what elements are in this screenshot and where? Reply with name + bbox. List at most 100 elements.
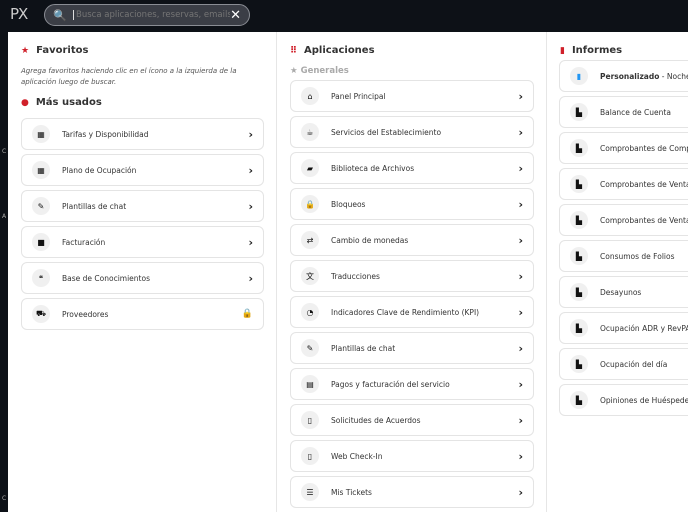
most-used-heading: ● Más usados [21, 97, 102, 108]
custom-report-detail: - Noches por [661, 71, 688, 81]
chevron-right-icon: › [518, 233, 523, 247]
list-item[interactable]: ▙ Comprobantes de Venta Fisca [559, 204, 688, 236]
chevron-right-icon: › [518, 125, 523, 139]
file-icon: ▙ [570, 319, 588, 337]
chevron-right-icon: › [518, 305, 523, 319]
list-item[interactable]: ⌂ Panel Principal › [290, 80, 534, 112]
item-label: Facturación [62, 237, 106, 247]
lock-icon: 🔒 [241, 309, 253, 319]
item-label: Opiniones de Huéspedes [600, 395, 688, 405]
item-label: Plano de Ocupación [62, 165, 137, 175]
list-item[interactable]: 🔒 Bloqueos › [290, 188, 534, 220]
chevron-right-icon: › [248, 199, 253, 213]
item-label: Panel Principal [331, 91, 386, 101]
list-item[interactable]: ▙ Desayunos [559, 276, 688, 308]
list-item[interactable]: ◔ Indicadores Clave de Rendimiento (KPI) › [290, 296, 534, 328]
list-icon: ☰ [301, 483, 319, 501]
favorites-heading: ★ Favoritos [21, 45, 88, 56]
file-icon: ▙ [570, 211, 588, 229]
list-item[interactable]: ▙ Balance de Cuenta [559, 96, 688, 128]
item-label: Mis Tickets [331, 487, 372, 497]
search-icon: 🔍 [53, 8, 67, 22]
reports-column: ▮ Informes ▮ Personalizado - Noches por ▙… [547, 32, 688, 512]
list-item[interactable]: ☰ Mis Tickets › [290, 476, 534, 508]
list-item[interactable]: ❝ Base de Conocimientos › [21, 262, 264, 294]
close-icon[interactable]: ✕ [230, 7, 241, 23]
custom-report-label: Personalizado [600, 71, 660, 81]
list-item[interactable]: ▯ Solicitudes de Acuerdos › [290, 404, 534, 436]
favorites-column: ★ Favoritos Agrega favoritos haciendo cli… [8, 32, 277, 512]
group-title: Generales [300, 66, 349, 76]
truck-icon: ⛟ [32, 305, 50, 323]
item-label: Cambio de monedas [331, 235, 409, 245]
search-input[interactable] [73, 10, 231, 20]
list-item[interactable]: ▦ Plano de Ocupación › [21, 154, 264, 186]
list-item[interactable]: ■ Facturación › [21, 226, 264, 258]
grid-icon: ⠿ [290, 45, 298, 56]
reports-title: Informes [571, 45, 623, 56]
background-text: A [2, 213, 7, 220]
mobile-icon: ▯ [301, 447, 319, 465]
list-item[interactable]: ▙ Opiniones de Huéspedes [559, 384, 688, 416]
logo[interactable]: PX [10, 5, 28, 23]
list-item[interactable]: ▤ Pagos y facturación del servicio › [290, 368, 534, 400]
chevron-right-icon: › [248, 127, 253, 141]
report-item-custom[interactable]: ▮ Personalizado - Noches por [559, 60, 688, 92]
report-icon: ▮ [560, 45, 565, 56]
clock-icon: ● [21, 97, 29, 108]
document-icon: ▯ [301, 411, 319, 429]
chevron-right-icon: › [518, 413, 523, 427]
item-label: Web Check-In [331, 451, 383, 461]
item-label: Comprobantes de Venta Fisca [600, 215, 688, 225]
item-label: Servicios del Establecimiento [331, 127, 442, 137]
item-label: Base de Conocimientos [62, 273, 150, 283]
item-label: Ocupación ADR y RevPAR (re [600, 323, 688, 333]
list-item[interactable]: 文 Traducciones › [290, 260, 534, 292]
applications-column: ⠿ Aplicaciones ★ Generales ⌂ Panel Princip… [277, 32, 547, 512]
file-icon: ▙ [570, 247, 588, 265]
list-item[interactable]: ▰ Biblioteca de Archivos › [290, 152, 534, 184]
square-icon: ■ [32, 233, 50, 251]
item-label: Comprobantes de Venta [600, 179, 688, 189]
list-item[interactable]: ⛟ Proveedores 🔒 [21, 298, 264, 330]
background-text: C [2, 148, 7, 155]
chevron-right-icon: › [248, 271, 253, 285]
chevron-right-icon: › [518, 89, 523, 103]
chat-icon: ❝ [32, 269, 50, 287]
search-results-panel: ★ Favoritos Agrega favoritos haciendo cli… [8, 32, 688, 512]
money-icon: ▤ [301, 375, 319, 393]
list-item[interactable]: ☕ Servicios del Establecimiento › [290, 116, 534, 148]
favorites-title: Favoritos [36, 45, 89, 56]
gauge-icon: ◔ [301, 303, 319, 321]
list-item[interactable]: ▙ Ocupación ADR y RevPAR (re [559, 312, 688, 344]
list-item[interactable]: ✎ Plantillas de chat › [290, 332, 534, 364]
home-icon: ⌂ [301, 87, 319, 105]
background-text: C [2, 495, 7, 502]
file-icon: ▙ [570, 391, 588, 409]
calendar-icon: ▦ [32, 161, 50, 179]
item-label: Indicadores Clave de Rendimiento (KPI) [331, 307, 480, 317]
favorites-hint: Agrega favoritos haciendo clic en el íco… [21, 67, 237, 86]
file-icon: ▙ [570, 283, 588, 301]
list-item[interactable]: ▦ Tarifas y Disponibilidad › [21, 118, 264, 150]
exchange-icon: ⇄ [301, 231, 319, 249]
search-bar[interactable]: 🔍 ✕ [44, 4, 250, 26]
list-item[interactable]: ✎ Plantillas de chat › [21, 190, 264, 222]
most-used-title: Más usados [35, 97, 102, 108]
list-item[interactable]: ⇄ Cambio de monedas › [290, 224, 534, 256]
file-icon: ▙ [570, 355, 588, 373]
template-icon: ✎ [32, 197, 50, 215]
group-label: ★ Generales [290, 66, 349, 76]
list-item[interactable]: ▙ Consumos de Folios [559, 240, 688, 272]
lock-icon: 🔒 [301, 195, 319, 213]
item-label: Plantillas de chat [62, 201, 127, 211]
chevron-right-icon: › [518, 377, 523, 391]
item-label: Tarifas y Disponibilidad [62, 129, 149, 139]
chevron-right-icon: › [518, 161, 523, 175]
list-item[interactable]: ▯ Web Check-In › [290, 440, 534, 472]
item-label: Desayunos [600, 287, 642, 297]
list-item[interactable]: ▙ Comprobantes de Compra Fi [559, 132, 688, 164]
list-item[interactable]: ▙ Ocupación del día [559, 348, 688, 380]
item-label: Comprobantes de Compra Fi [600, 143, 688, 153]
list-item[interactable]: ▙ Comprobantes de Venta [559, 168, 688, 200]
